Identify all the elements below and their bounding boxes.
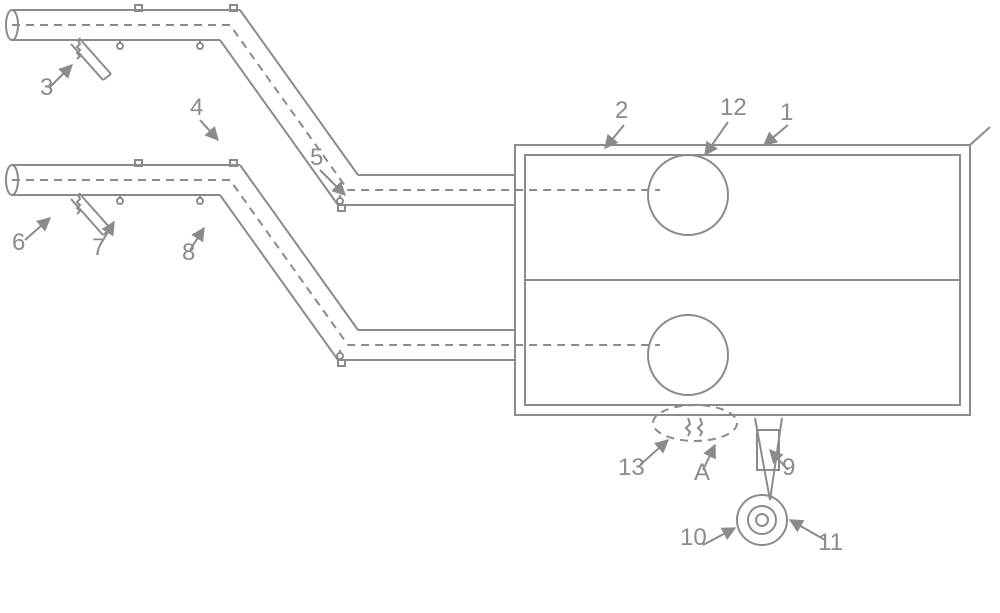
label-3: 3: [40, 74, 53, 101]
label-10: 10: [680, 524, 707, 551]
label-4: 4: [190, 94, 203, 121]
label-9: 9: [782, 454, 795, 481]
label-A: A: [694, 459, 710, 486]
label-2: 2: [615, 97, 628, 124]
label-5: 5: [310, 144, 323, 171]
label-6: 6: [12, 229, 25, 256]
label-1: 1: [780, 99, 793, 126]
label-13: 13: [618, 454, 645, 481]
label-11: 11: [818, 529, 843, 556]
label-12: 12: [720, 94, 747, 121]
